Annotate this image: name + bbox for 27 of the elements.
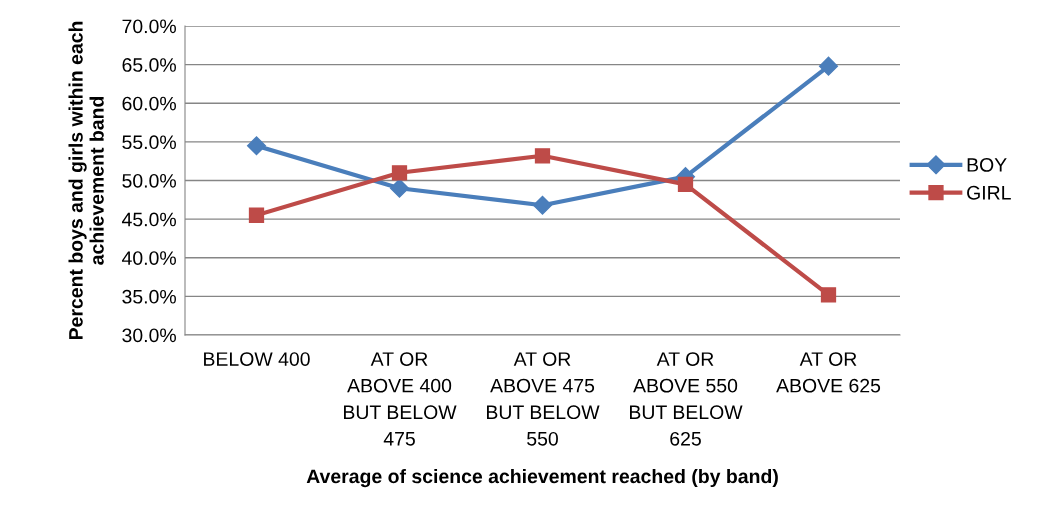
y-tick-label: 60.0% — [122, 96, 176, 111]
point — [677, 176, 694, 193]
y-axis-title: Percent boys and girls within each achievement band — [68, 21, 104, 340]
x-axis-title: Average of science achievement reached (by band) — [306, 468, 778, 488]
x-tick-label: AT OR ABOVE 400 BUT BELOW 475 — [344, 352, 457, 446]
legend-label: BOY — [967, 158, 1007, 172]
point — [391, 165, 408, 181]
point — [248, 207, 265, 223]
legend-label: GIRL — [967, 185, 1011, 200]
point — [532, 195, 553, 215]
y-tick-label: 70.0% — [122, 19, 176, 34]
y-tick-label: 30.0% — [122, 328, 176, 343]
x-tick-label: BELOW 400 — [204, 352, 310, 366]
y-tick-label: 45.0% — [121, 212, 176, 227]
x-tick-label: AT OR ABOVE 550 BUT BELOW 625 — [630, 352, 743, 446]
point — [820, 287, 837, 303]
point — [534, 148, 551, 164]
y-tick-label: 65.0% — [122, 58, 176, 72]
x-tick-label: AT OR ABOVE 475 BUT BELOW 550 — [487, 352, 600, 446]
y-tick-label: 55.0% — [122, 135, 176, 150]
point — [246, 136, 267, 156]
y-tick-label: 35.0% — [122, 289, 176, 304]
point — [389, 178, 410, 198]
x-tick-label: AT OR ABOVE 625 — [776, 352, 881, 393]
y-tick-label: 40.0% — [121, 251, 176, 265]
point — [818, 56, 839, 76]
y-tick-label: 50.0% — [122, 173, 176, 188]
